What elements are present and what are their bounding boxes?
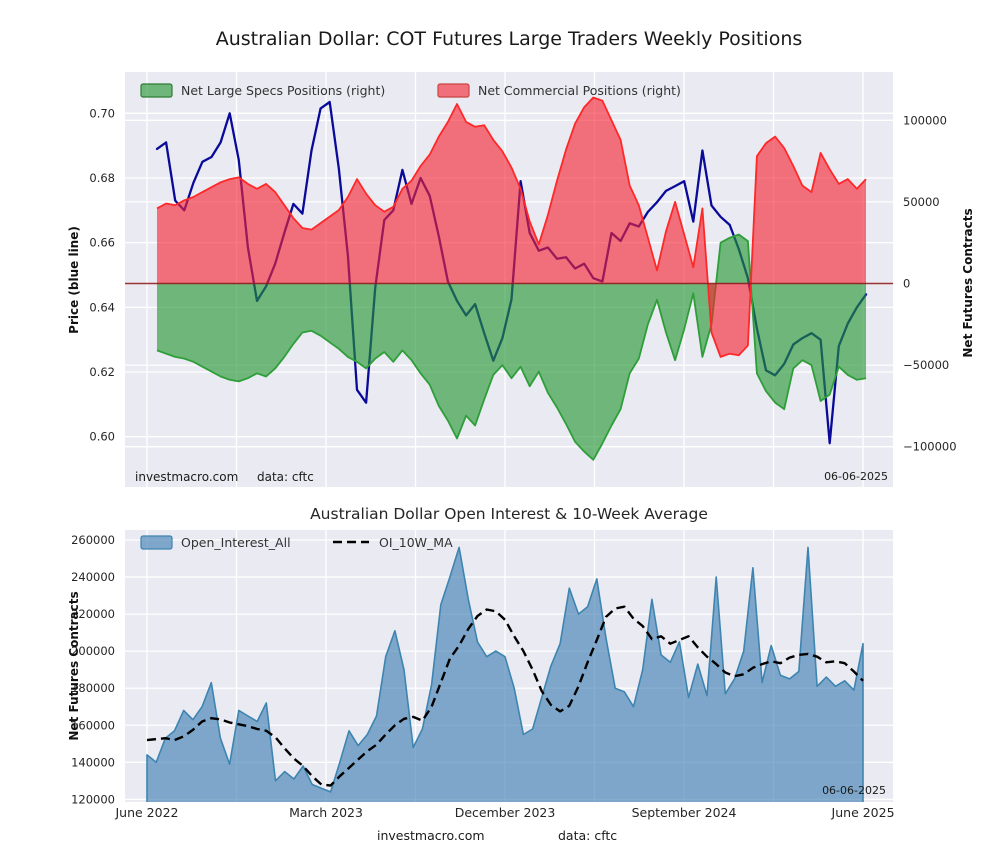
top-watermark: investmacro.com <box>135 470 238 484</box>
bottom-y-tick: 140000 <box>71 755 115 769</box>
top-right-tick: 100000 <box>903 113 947 127</box>
cot-charts-svg: 0.60 0.62 0.64 0.66 0.68 0.70 −100000 −50000 0 50… <box>0 0 1000 860</box>
top-left-tick: 0.60 <box>89 430 115 444</box>
top-left-axis-label: Price (blue line) <box>67 226 81 334</box>
commercials-legend-swatch <box>438 84 469 97</box>
footer-source: data: cftc <box>558 828 617 843</box>
specs-legend-swatch <box>141 84 172 97</box>
top-right-tick: 50000 <box>903 195 940 209</box>
bottom-y-tick: 260000 <box>71 533 115 547</box>
top-right-tick: −50000 <box>903 358 949 372</box>
footer-watermark: investmacro.com <box>377 828 485 843</box>
commercials-legend-label: Net Commercial Positions (right) <box>478 83 681 98</box>
bottom-chart-title: Australian Dollar Open Interest & 10-Wee… <box>310 505 708 523</box>
top-date: 06-06-2025 <box>824 470 888 483</box>
top-left-tick: 0.64 <box>89 300 115 314</box>
top-right-axis-label: Net Futures Contracts <box>961 208 975 357</box>
open-interest-legend-label: Open_Interest_All <box>181 535 291 550</box>
top-chart-title: Australian Dollar: COT Futures Large Tra… <box>216 28 803 50</box>
open-interest-legend-swatch <box>141 536 172 549</box>
figure: 0.60 0.62 0.64 0.66 0.68 0.70 −100000 −50000 0 50… <box>0 0 1000 860</box>
bottom-y-tick: 240000 <box>71 570 115 584</box>
top-left-tick: 0.68 <box>89 171 115 185</box>
bottom-y-axis-label: Net Futures Contracts <box>67 591 81 740</box>
bottom-x-tick: June 2025 <box>831 805 895 820</box>
bottom-y-tick: 120000 <box>71 792 115 806</box>
specs-legend-label: Net Large Specs Positions (right) <box>181 83 385 98</box>
bottom-x-tick: March 2023 <box>289 805 363 820</box>
top-left-tick: 0.70 <box>89 106 115 120</box>
bottom-x-tick: June 2022 <box>114 805 178 820</box>
bottom-x-tick: September 2024 <box>632 805 737 820</box>
bottom-date: 06-06-2025 <box>822 784 886 797</box>
top-source: data: cftc <box>257 470 314 484</box>
top-right-tick: 0 <box>903 277 910 291</box>
top-right-tick: −100000 <box>903 440 957 454</box>
top-left-tick: 0.62 <box>89 365 115 379</box>
ma-legend-label: OI_10W_MA <box>379 535 453 550</box>
top-left-tick: 0.66 <box>89 236 115 250</box>
bottom-x-tick: December 2023 <box>455 805 556 820</box>
